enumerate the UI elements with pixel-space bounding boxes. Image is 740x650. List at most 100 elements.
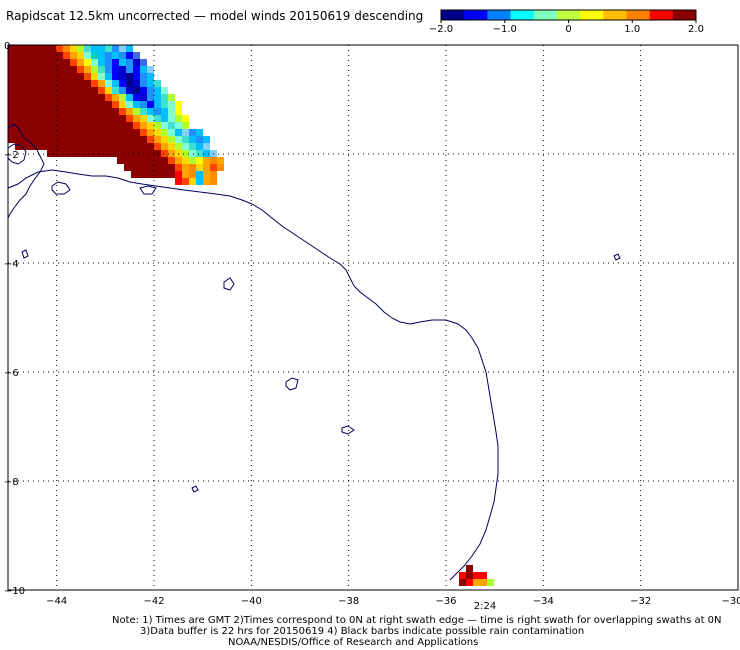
wind-difference-cell bbox=[15, 73, 22, 80]
wind-difference-cell bbox=[203, 171, 210, 178]
wind-difference-cell bbox=[15, 129, 22, 136]
wind-difference-cell bbox=[22, 143, 29, 150]
wind-difference-cell bbox=[92, 101, 99, 108]
wind-difference-cell bbox=[57, 136, 64, 143]
wind-difference-cell bbox=[120, 115, 127, 122]
wind-difference-cell bbox=[92, 143, 99, 150]
wind-difference-cell bbox=[78, 101, 85, 108]
wind-difference-cell bbox=[68, 150, 75, 157]
wind-difference-cell bbox=[168, 150, 175, 157]
wind-difference-cell bbox=[138, 171, 145, 178]
wind-difference-cell bbox=[36, 59, 43, 66]
wind-difference-cell bbox=[92, 87, 99, 94]
wind-difference-cell bbox=[92, 129, 99, 136]
empty-cell bbox=[8, 157, 15, 164]
wind-difference-cell bbox=[29, 66, 36, 73]
island-mid bbox=[285, 377, 299, 391]
wind-difference-cell bbox=[168, 94, 175, 101]
wind-difference-cell bbox=[71, 94, 78, 101]
wind-difference-cell bbox=[134, 129, 141, 136]
wind-difference-cell bbox=[98, 45, 105, 52]
wind-difference-cell bbox=[161, 122, 168, 129]
wind-difference-cell bbox=[182, 136, 189, 143]
wind-difference-cell bbox=[210, 164, 217, 171]
wind-difference-cell bbox=[168, 136, 175, 143]
wind-difference-cell bbox=[22, 66, 29, 73]
wind-difference-cell bbox=[22, 59, 29, 66]
wind-difference-cell bbox=[106, 143, 113, 150]
wind-difference-cell bbox=[77, 59, 84, 66]
wind-difference-cell bbox=[50, 73, 57, 80]
wind-difference-cell bbox=[50, 59, 57, 66]
wind-difference-cell bbox=[154, 94, 161, 101]
wind-difference-cell bbox=[120, 136, 127, 143]
empty-cell bbox=[15, 157, 22, 164]
wind-difference-cell bbox=[8, 52, 15, 59]
wind-difference-cell bbox=[217, 164, 224, 171]
wind-difference-cell bbox=[15, 66, 22, 73]
wind-difference-cell bbox=[161, 108, 168, 115]
wind-difference-cell bbox=[127, 136, 134, 143]
wind-difference-cell bbox=[480, 572, 487, 579]
wind-difference-cell bbox=[168, 101, 175, 108]
wind-difference-cell bbox=[166, 171, 173, 178]
wind-difference-cell bbox=[96, 150, 103, 157]
x-tick-label: −42 bbox=[143, 596, 164, 607]
wind-difference-cell bbox=[64, 129, 71, 136]
wind-difference-cell bbox=[152, 157, 159, 164]
wind-difference-cell bbox=[43, 73, 50, 80]
wind-difference-cell bbox=[29, 129, 36, 136]
grid-lines bbox=[8, 45, 738, 590]
wind-difference-cell bbox=[85, 87, 92, 94]
wind-difference-cell bbox=[91, 59, 98, 66]
wind-difference-cell bbox=[71, 73, 78, 80]
wind-difference-cell bbox=[99, 136, 106, 143]
island-right bbox=[613, 253, 621, 261]
wind-difference-cell bbox=[64, 101, 71, 108]
wind-difference-cell bbox=[133, 87, 140, 94]
wind-difference-cell bbox=[71, 87, 78, 94]
wind-difference-cell bbox=[196, 178, 203, 185]
wind-difference-cell bbox=[22, 94, 29, 101]
wind-difference-cell bbox=[43, 87, 50, 94]
wind-difference-cell bbox=[134, 143, 141, 150]
wind-difference-cell bbox=[50, 94, 57, 101]
island-mid-left bbox=[223, 277, 235, 291]
wind-difference-cell bbox=[166, 164, 173, 171]
wind-difference-cell bbox=[29, 52, 36, 59]
wind-difference-cell bbox=[119, 66, 126, 73]
x-tick-label: −40 bbox=[241, 596, 262, 607]
wind-difference-cell bbox=[473, 572, 480, 579]
wind-difference-cell bbox=[64, 73, 71, 80]
wind-difference-cell bbox=[182, 171, 189, 178]
x-tick-label: −38 bbox=[338, 596, 359, 607]
wind-difference-cell bbox=[15, 59, 22, 66]
wind-difference-cell bbox=[57, 108, 64, 115]
empty-cell bbox=[110, 164, 117, 171]
empty-cell bbox=[138, 178, 145, 185]
wind-difference-cell bbox=[71, 143, 78, 150]
empty-cell bbox=[145, 178, 152, 185]
wind-difference-cell bbox=[175, 108, 182, 115]
wind-difference-cell bbox=[117, 157, 124, 164]
x-tick-label: −34 bbox=[533, 596, 554, 607]
wind-difference-cell bbox=[175, 178, 182, 185]
wind-difference-cell bbox=[112, 59, 119, 66]
wind-difference-cell bbox=[50, 136, 57, 143]
wind-difference-cell bbox=[113, 108, 120, 115]
wind-difference-cell bbox=[141, 143, 148, 150]
wind-difference-cell bbox=[106, 101, 113, 108]
wind-difference-cell bbox=[71, 108, 78, 115]
wind-difference-cell bbox=[50, 115, 57, 122]
wind-difference-cell bbox=[64, 108, 71, 115]
wind-difference-cell bbox=[138, 164, 145, 171]
wind-difference-cell bbox=[196, 143, 203, 150]
colorbar-ticks: −2.0 −1.0 0 1.0 2.0 bbox=[429, 20, 704, 35]
wind-difference-cell bbox=[64, 94, 71, 101]
wind-difference-cell bbox=[98, 52, 105, 59]
wind-difference-cell bbox=[78, 108, 85, 115]
wind-difference-cell bbox=[196, 129, 203, 136]
wind-difference-cell bbox=[112, 101, 119, 108]
wind-difference-cell bbox=[98, 59, 105, 66]
wind-difference-cell bbox=[147, 122, 154, 129]
